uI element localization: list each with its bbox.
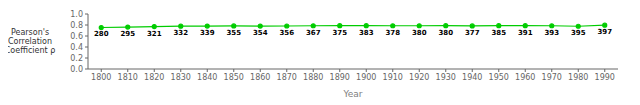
svg-text:0.4: 0.4: [70, 43, 83, 52]
svg-text:1860: 1860: [250, 73, 270, 82]
svg-text:0.8: 0.8: [70, 21, 83, 30]
svg-text:367: 367: [306, 29, 321, 37]
svg-text:1830: 1830: [171, 73, 191, 82]
svg-text:0.0: 0.0: [70, 65, 83, 74]
svg-text:1820: 1820: [144, 73, 164, 82]
svg-text:332: 332: [173, 29, 188, 37]
svg-text:1930: 1930: [436, 73, 456, 82]
svg-text:0.2: 0.2: [70, 54, 83, 63]
svg-text:1980: 1980: [568, 73, 588, 82]
svg-text:375: 375: [332, 29, 347, 37]
svg-text:1880: 1880: [303, 73, 323, 82]
svg-text:0.6: 0.6: [70, 32, 83, 41]
svg-text:393: 393: [544, 29, 559, 37]
svg-text:385: 385: [491, 29, 506, 37]
svg-text:355: 355: [226, 29, 241, 37]
svg-text:Year: Year: [342, 89, 362, 97]
svg-text:1.0: 1.0: [70, 10, 83, 19]
svg-text:1940: 1940: [462, 73, 482, 82]
svg-text:354: 354: [253, 29, 268, 37]
svg-text:1950: 1950: [489, 73, 509, 82]
svg-text:391: 391: [518, 29, 533, 37]
svg-text:295: 295: [120, 30, 135, 38]
svg-text:339: 339: [200, 29, 215, 37]
svg-text:1970: 1970: [542, 73, 562, 82]
svg-text:377: 377: [465, 29, 480, 37]
svg-text:1990: 1990: [595, 73, 615, 82]
svg-text:1900: 1900: [356, 73, 376, 82]
svg-text:1850: 1850: [224, 73, 244, 82]
svg-text:321: 321: [147, 30, 162, 38]
svg-text:356: 356: [279, 29, 294, 37]
svg-text:1810: 1810: [118, 73, 138, 82]
svg-text:Pearson'sCorrelationCoefficien: Pearson'sCorrelationCoefficient ρ: [8, 28, 55, 55]
svg-text:1870: 1870: [277, 73, 297, 82]
svg-text:1800: 1800: [91, 73, 111, 82]
svg-text:380: 380: [438, 29, 453, 37]
svg-text:1920: 1920: [409, 73, 429, 82]
svg-text:1890: 1890: [330, 73, 350, 82]
svg-text:1840: 1840: [197, 73, 217, 82]
svg-text:280: 280: [94, 30, 109, 38]
svg-text:383: 383: [359, 29, 374, 37]
svg-text:397: 397: [597, 28, 612, 36]
svg-text:1960: 1960: [515, 73, 535, 82]
svg-text:395: 395: [571, 29, 586, 37]
svg-text:380: 380: [412, 29, 427, 37]
svg-text:378: 378: [385, 29, 400, 37]
svg-text:1910: 1910: [383, 73, 403, 82]
